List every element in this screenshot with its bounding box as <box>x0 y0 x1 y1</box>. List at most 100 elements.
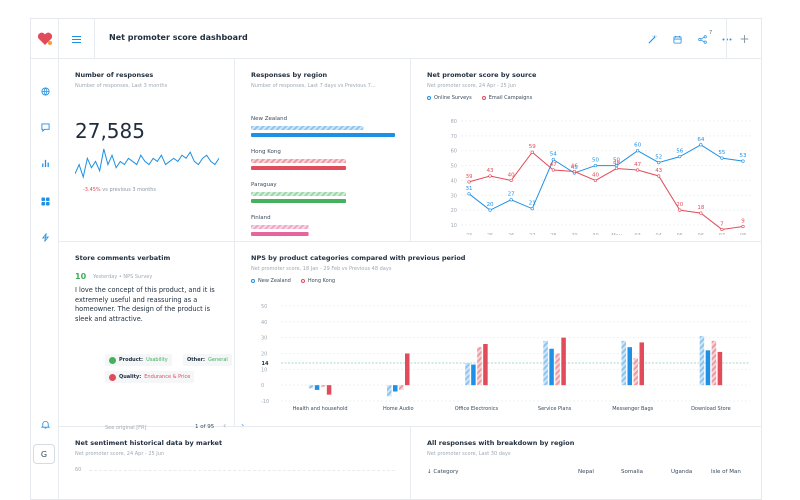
share-button[interactable] <box>695 31 709 47</box>
bell-icon[interactable] <box>31 414 59 434</box>
menu-button[interactable] <box>59 19 95 59</box>
data-point[interactable] <box>593 178 598 183</box>
category-bar[interactable] <box>465 363 470 386</box>
dashboard-grid-nav-icon[interactable] <box>31 191 59 211</box>
category-bar[interactable] <box>543 340 548 386</box>
data-point[interactable] <box>530 150 534 154</box>
data-point[interactable] <box>636 149 640 153</box>
sentiment-title: Net sentiment historical data by market <box>75 439 223 447</box>
nps-categories-panel: NPS by product categories compared with … <box>235 242 762 427</box>
category-bar[interactable] <box>477 347 482 386</box>
prev-comment-button[interactable]: ‹ <box>223 421 227 430</box>
data-point[interactable] <box>467 180 471 184</box>
series-line <box>468 151 744 230</box>
data-label: 53 <box>740 153 747 159</box>
y-tick-label: 40 <box>261 320 267 326</box>
region-label: Paraguay <box>251 182 277 188</box>
calendar-button[interactable] <box>670 31 684 47</box>
region-bar-current <box>251 232 309 236</box>
data-point[interactable] <box>678 155 682 159</box>
logo[interactable] <box>31 19 59 59</box>
legend-online-surveys[interactable]: Online Surveys <box>427 95 472 101</box>
magic-wand-button[interactable] <box>645 31 659 47</box>
category-bar[interactable] <box>717 351 723 386</box>
data-point[interactable] <box>488 174 492 178</box>
category-bar[interactable] <box>308 385 314 389</box>
category-bar[interactable] <box>483 344 488 386</box>
legend-hong-kong[interactable]: Hong Kong <box>300 278 335 284</box>
category-bar[interactable] <box>633 358 639 386</box>
category-bar[interactable] <box>314 385 320 390</box>
category-bar[interactable] <box>320 385 326 387</box>
data-point[interactable] <box>678 208 682 212</box>
column-category[interactable]: ↓ Category <box>427 469 459 475</box>
bar-chart-nav-icon[interactable] <box>31 153 59 173</box>
category-bar[interactable] <box>326 385 332 395</box>
x-tick-label: 06 <box>698 233 704 235</box>
data-point[interactable] <box>509 198 513 202</box>
nps-categories-title: NPS by product categories compared with … <box>251 254 466 262</box>
data-point[interactable] <box>657 160 661 165</box>
category-bar[interactable] <box>471 364 476 386</box>
category-bar[interactable] <box>393 385 398 392</box>
data-point[interactable] <box>572 169 576 174</box>
category-bar[interactable] <box>639 342 645 386</box>
category-bar[interactable] <box>561 337 566 386</box>
data-label: 64 <box>697 137 704 143</box>
data-point[interactable] <box>741 159 745 163</box>
category-bar[interactable] <box>387 385 392 397</box>
chat-nav-icon[interactable] <box>31 117 59 137</box>
data-point[interactable] <box>636 168 640 172</box>
category-label: Download Store <box>691 406 731 412</box>
data-point[interactable] <box>530 207 534 211</box>
legend-email-campaigns[interactable]: Email Campaigns <box>481 95 532 101</box>
data-point[interactable] <box>720 227 724 232</box>
column-isle-of-man[interactable]: Isle of Man <box>711 469 741 475</box>
data-point[interactable] <box>699 211 703 215</box>
category-bar[interactable] <box>705 350 711 386</box>
category-bar[interactable] <box>405 353 410 386</box>
data-point[interactable] <box>593 163 598 168</box>
data-point[interactable] <box>488 208 492 212</box>
reference-label-bg <box>259 359 273 367</box>
data-point[interactable] <box>741 224 745 229</box>
category-bar[interactable] <box>399 385 404 390</box>
automation-nav-icon[interactable] <box>31 227 59 247</box>
comments-panel: Store comments verbatim 10 Yesterday • N… <box>59 242 235 427</box>
data-point[interactable] <box>509 178 513 183</box>
heart-logo-icon <box>37 32 53 45</box>
category-bar[interactable] <box>627 347 633 386</box>
category-bar[interactable] <box>699 336 705 386</box>
globe-nav-icon[interactable] <box>31 81 59 101</box>
data-point[interactable] <box>657 174 661 178</box>
see-original-link[interactable]: See original [FR] <box>105 425 147 431</box>
data-point[interactable] <box>551 168 555 172</box>
tag-quality[interactable]: Quality: Endurance & Price <box>105 371 195 383</box>
tag-product[interactable]: Product: Usability <box>105 354 172 366</box>
column-somalia[interactable]: Somalia <box>621 469 644 475</box>
plus-icon: + <box>739 32 750 46</box>
data-point[interactable] <box>467 192 471 196</box>
column-nepal[interactable]: Nepal <box>578 469 594 475</box>
legend-new-zealand[interactable]: New Zealand <box>251 278 291 284</box>
comment-score: 10 <box>75 272 87 281</box>
x-tick-label: 29 <box>571 233 577 235</box>
data-point[interactable] <box>614 163 619 168</box>
data-point[interactable] <box>699 143 703 147</box>
category-bar[interactable] <box>549 348 554 386</box>
tag-other[interactable]: Other: General <box>183 354 232 366</box>
add-widget-button[interactable]: + <box>726 19 762 59</box>
data-point[interactable] <box>720 156 724 160</box>
app-frame: G Net promoter score dashboard 7 + Numbe… <box>30 18 762 500</box>
data-label: 50 <box>613 158 620 164</box>
category-bar[interactable] <box>621 340 627 386</box>
data-point[interactable] <box>551 158 555 162</box>
next-comment-button[interactable]: › <box>241 421 245 430</box>
column-uganda[interactable]: Uganda <box>671 469 693 475</box>
user-avatar[interactable]: G <box>33 444 55 464</box>
category-bar[interactable] <box>555 353 560 386</box>
category-label: Office Electronics <box>455 406 499 412</box>
data-point[interactable] <box>614 166 619 171</box>
category-bar[interactable] <box>711 340 717 386</box>
